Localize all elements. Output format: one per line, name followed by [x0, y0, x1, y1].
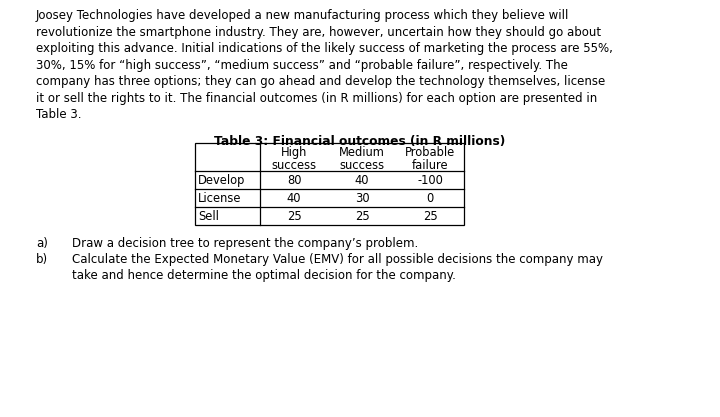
Text: Develop: Develop — [198, 173, 246, 186]
Text: Draw a decision tree to represent the company’s problem.: Draw a decision tree to represent the co… — [72, 236, 418, 249]
Text: Calculate the Expected Monetary Value (EMV) for all possible decisions the compa: Calculate the Expected Monetary Value (E… — [72, 253, 603, 266]
Text: 25: 25 — [423, 209, 437, 223]
Text: 80: 80 — [287, 173, 301, 186]
Text: a): a) — [36, 236, 48, 249]
Text: 40: 40 — [287, 191, 301, 204]
Text: take and hence determine the optimal decision for the company.: take and hence determine the optimal dec… — [72, 269, 456, 282]
Text: 0: 0 — [426, 191, 433, 204]
Text: failure: failure — [412, 158, 449, 171]
Text: b): b) — [36, 253, 48, 266]
Text: -100: -100 — [417, 173, 443, 186]
Text: Medium: Medium — [339, 146, 385, 158]
Text: exploiting this advance. Initial indications of the likely success of marketing : exploiting this advance. Initial indicat… — [36, 42, 613, 55]
Text: success: success — [339, 158, 384, 171]
Text: 30%, 15% for “high success”, “medium success” and “probable failure”, respective: 30%, 15% for “high success”, “medium suc… — [36, 58, 568, 71]
Text: success: success — [271, 158, 317, 171]
Text: 25: 25 — [355, 209, 369, 223]
Text: Table 3.: Table 3. — [36, 108, 81, 121]
Text: Joosey Technologies have developed a new manufacturing process which they believ: Joosey Technologies have developed a new… — [36, 9, 570, 22]
Text: Sell: Sell — [198, 209, 219, 223]
Text: High: High — [281, 146, 307, 158]
Text: revolutionize the smartphone industry. They are, however, uncertain how they sho: revolutionize the smartphone industry. T… — [36, 25, 601, 38]
Text: Table 3: Financial outcomes (in R millions): Table 3: Financial outcomes (in R millio… — [215, 135, 505, 148]
Text: company has three options; they can go ahead and develop the technology themselv: company has three options; they can go a… — [36, 75, 606, 88]
Text: License: License — [198, 191, 241, 204]
Text: 40: 40 — [355, 173, 369, 186]
Text: Probable: Probable — [405, 146, 455, 158]
Text: 25: 25 — [287, 209, 302, 223]
Text: 30: 30 — [355, 191, 369, 204]
Bar — [195, 143, 464, 224]
Text: it or sell the rights to it. The financial outcomes (in R millions) for each opt: it or sell the rights to it. The financi… — [36, 91, 598, 105]
